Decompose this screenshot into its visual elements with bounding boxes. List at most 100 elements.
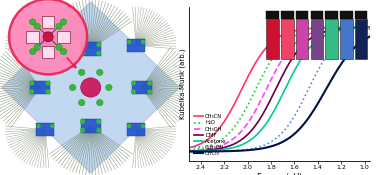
CH₃CN [294,29,298,32]
CH₃OH [269,79,273,81]
Acetone [294,67,298,69]
Bar [127,39,145,52]
Bar [36,123,54,136]
CH₃OH [294,41,298,44]
Circle shape [96,119,101,124]
Acetone [308,46,313,48]
CH₃CN [323,27,328,29]
Circle shape [60,48,67,55]
DMF [233,142,238,144]
Bar [81,119,101,133]
Circle shape [9,0,87,74]
X-axis label: Energy (eV): Energy (eV) [257,173,302,175]
Circle shape [50,124,54,128]
H₂O [323,27,328,29]
CHCl₃ [323,89,328,91]
Acetone [219,149,223,151]
Circle shape [29,89,34,94]
C₂H₅OH [308,85,313,87]
DMF [368,26,373,28]
CH₃OH [323,29,328,31]
H₂O [308,29,313,32]
Circle shape [45,89,51,94]
C₂H₅OH [219,150,223,152]
Circle shape [56,44,62,50]
Circle shape [147,89,152,94]
Line: DMF: DMF [189,27,370,151]
Circle shape [96,100,103,106]
Acetone [269,115,273,117]
Circle shape [80,51,85,56]
CHCl₃ [219,150,223,152]
Polygon shape [2,2,180,173]
Bar [30,81,50,94]
Acetone [187,150,191,152]
Circle shape [141,40,145,44]
CH₃OH [308,33,313,35]
C₂H₅OH [294,113,298,115]
Bar [132,81,152,94]
Bar [26,31,39,43]
Circle shape [96,51,101,56]
DMF [219,147,223,149]
CHCl₃ [368,35,373,37]
Circle shape [147,81,152,86]
Circle shape [50,40,54,44]
Bar [81,42,101,56]
Circle shape [60,19,67,25]
Legend: CH₃CN, H₂O, CH₃OH, DMF, Acetone, C₂H₅OH, CHCl₃: CH₃CN, H₂O, CH₃OH, DMF, Acetone, C₂H₅OH,… [194,114,227,157]
Circle shape [96,69,103,75]
Circle shape [80,119,85,124]
CH₃OH [233,136,238,138]
Line: C₂H₅OH: C₂H₅OH [189,29,370,152]
Circle shape [81,78,101,97]
DMF [323,30,328,33]
Y-axis label: Kubelka-Munk (arb.): Kubelka-Munk (arb.) [180,49,186,119]
C₂H₅OH [233,150,238,152]
Circle shape [43,32,53,42]
CH₃CN [269,42,273,44]
Bar [57,31,70,43]
CH₃OH [187,150,191,152]
DMF [187,150,191,152]
Bar [42,46,54,58]
H₂O [219,139,223,141]
Circle shape [127,124,132,128]
Acetone [368,26,373,29]
Circle shape [29,19,36,25]
Bar [42,16,54,28]
Circle shape [80,42,85,47]
C₂H₅OH [368,28,373,30]
Acetone [323,34,328,36]
C₂H₅OH [323,56,328,58]
CH₃CN [219,125,223,127]
Bar [127,123,145,136]
Bar [36,39,54,52]
Circle shape [131,89,136,94]
C₂H₅OH [269,141,273,143]
Circle shape [36,40,41,44]
Circle shape [78,100,85,106]
DMF [294,52,298,54]
Circle shape [78,69,85,75]
Circle shape [96,128,101,133]
CH₃OH [368,26,373,28]
H₂O [233,124,238,126]
H₂O [368,26,373,28]
C₂H₅OH [187,150,191,153]
Circle shape [34,44,40,50]
CHCl₃ [269,145,273,147]
Circle shape [131,81,136,86]
CH₃OH [219,145,223,147]
Circle shape [141,124,145,128]
H₂O [269,59,273,61]
Acetone [233,146,238,148]
DMF [308,38,313,40]
CHCl₃ [187,150,191,153]
CH₃CN [233,100,238,103]
Circle shape [56,23,62,29]
CH₃CN [308,27,313,30]
Circle shape [127,40,132,44]
Circle shape [80,128,85,133]
Line: CH₃CN: CH₃CN [189,27,370,148]
